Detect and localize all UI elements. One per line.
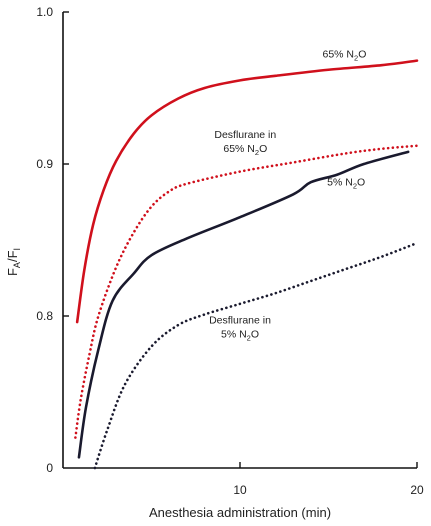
y-title-sub-a: A [12, 262, 22, 268]
annot-5-n2o: 5% N2O [327, 176, 365, 190]
annot-65-n2o: 65% N2O [323, 49, 367, 63]
annotation-text: 65% N [223, 143, 255, 155]
annotation-text-tail: O [357, 176, 365, 188]
annotation-subscript: 2 [247, 334, 251, 343]
annotation-text-tail: O [259, 143, 267, 155]
annotation-text-tail: O [251, 329, 259, 341]
annotation-text: Desflurane in [214, 129, 276, 141]
annotation-text: 5% N [327, 176, 353, 188]
annot-desflurane-5: Desflurane in 5% N2O [209, 315, 271, 343]
y-axis-title: FA/FI [5, 248, 22, 276]
annotation-text: Desflurane in [209, 315, 271, 327]
series-line-des5 [93, 241, 419, 470]
annotation-text-tail: O [358, 49, 366, 61]
axis-ticks: 1.0 0.9 0.8 0 10 20 [36, 5, 424, 497]
series-line-n2o65 [75, 59, 419, 324]
annotation-text: 65% N [323, 49, 355, 61]
y-title-sub-b: I [12, 248, 22, 251]
series-layer [74, 59, 419, 470]
y-tick-label: 1.0 [36, 5, 53, 19]
x-tick-label: 10 [233, 483, 247, 497]
series-line-n2o5 [77, 150, 410, 459]
y-title-slash: /F [5, 250, 20, 262]
series-line-des65 [74, 144, 419, 439]
annotation-subscript: 2 [354, 54, 358, 63]
y-tick-label: 0.9 [36, 157, 53, 171]
annotation-subscript: 2 [255, 148, 259, 157]
x-tick-label: 20 [410, 483, 424, 497]
y-tick-label: 0 [46, 461, 53, 475]
x-axis-title: Anesthesia administration (min) [149, 505, 331, 520]
y-tick-label: 0.8 [36, 309, 53, 323]
y-title-main: F [5, 268, 20, 276]
annotation-subscript: 2 [353, 181, 357, 190]
annot-desflurane-65: Desflurane in 65% N2O [214, 129, 276, 157]
annotation-text: 5% N [221, 329, 247, 341]
